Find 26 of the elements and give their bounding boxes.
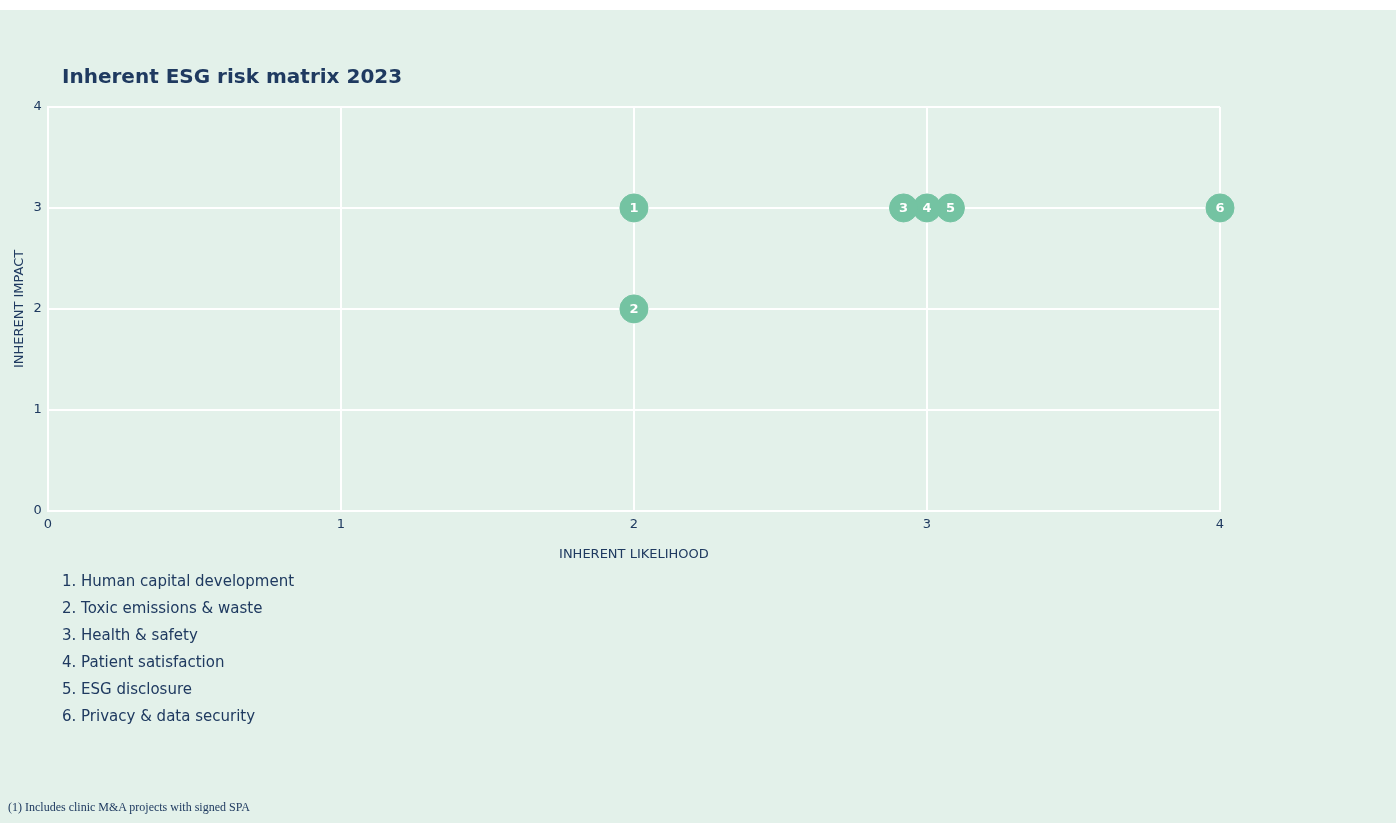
series-label: 6 [1215,200,1225,216]
text: (1) Includes clinic M&A projects with signed SPA [8,800,250,815]
x-axis-title: INHERENT LIKELIHOOD [559,545,709,561]
y-tick-label: 3 [33,199,42,215]
series-label: 2 [629,301,639,317]
text: 2. Toxic emissions & waste [62,598,264,619]
y-axis-title: INHERENT IMPACT [11,249,27,369]
x-tick-label: 3 [922,515,932,531]
x-tick-label: 0 [43,515,53,531]
text: 1. Human capital development [62,571,296,592]
x-tick-label: 1 [336,515,346,531]
y-tick-label: 1 [33,401,42,417]
y-tick-label: 4 [33,98,42,114]
series-label: 5 [945,200,955,216]
text: 4. Patient satisfaction [62,652,226,673]
series-label: 1 [629,200,639,216]
y-tick-label: 2 [33,300,42,316]
text: 5. ESG disclosure [62,679,193,700]
chart-title: Inherent ESG risk matrix 2023 [61,63,404,90]
series-label: 4 [922,200,932,216]
x-tick-label: 2 [629,515,639,531]
x-tick-label: 4 [1215,515,1225,531]
y-tick-label: 0 [33,502,42,518]
text: 3. Health & safety [62,625,199,646]
text: 6. Privacy & data security [62,706,257,727]
series-label: 3 [899,200,909,216]
